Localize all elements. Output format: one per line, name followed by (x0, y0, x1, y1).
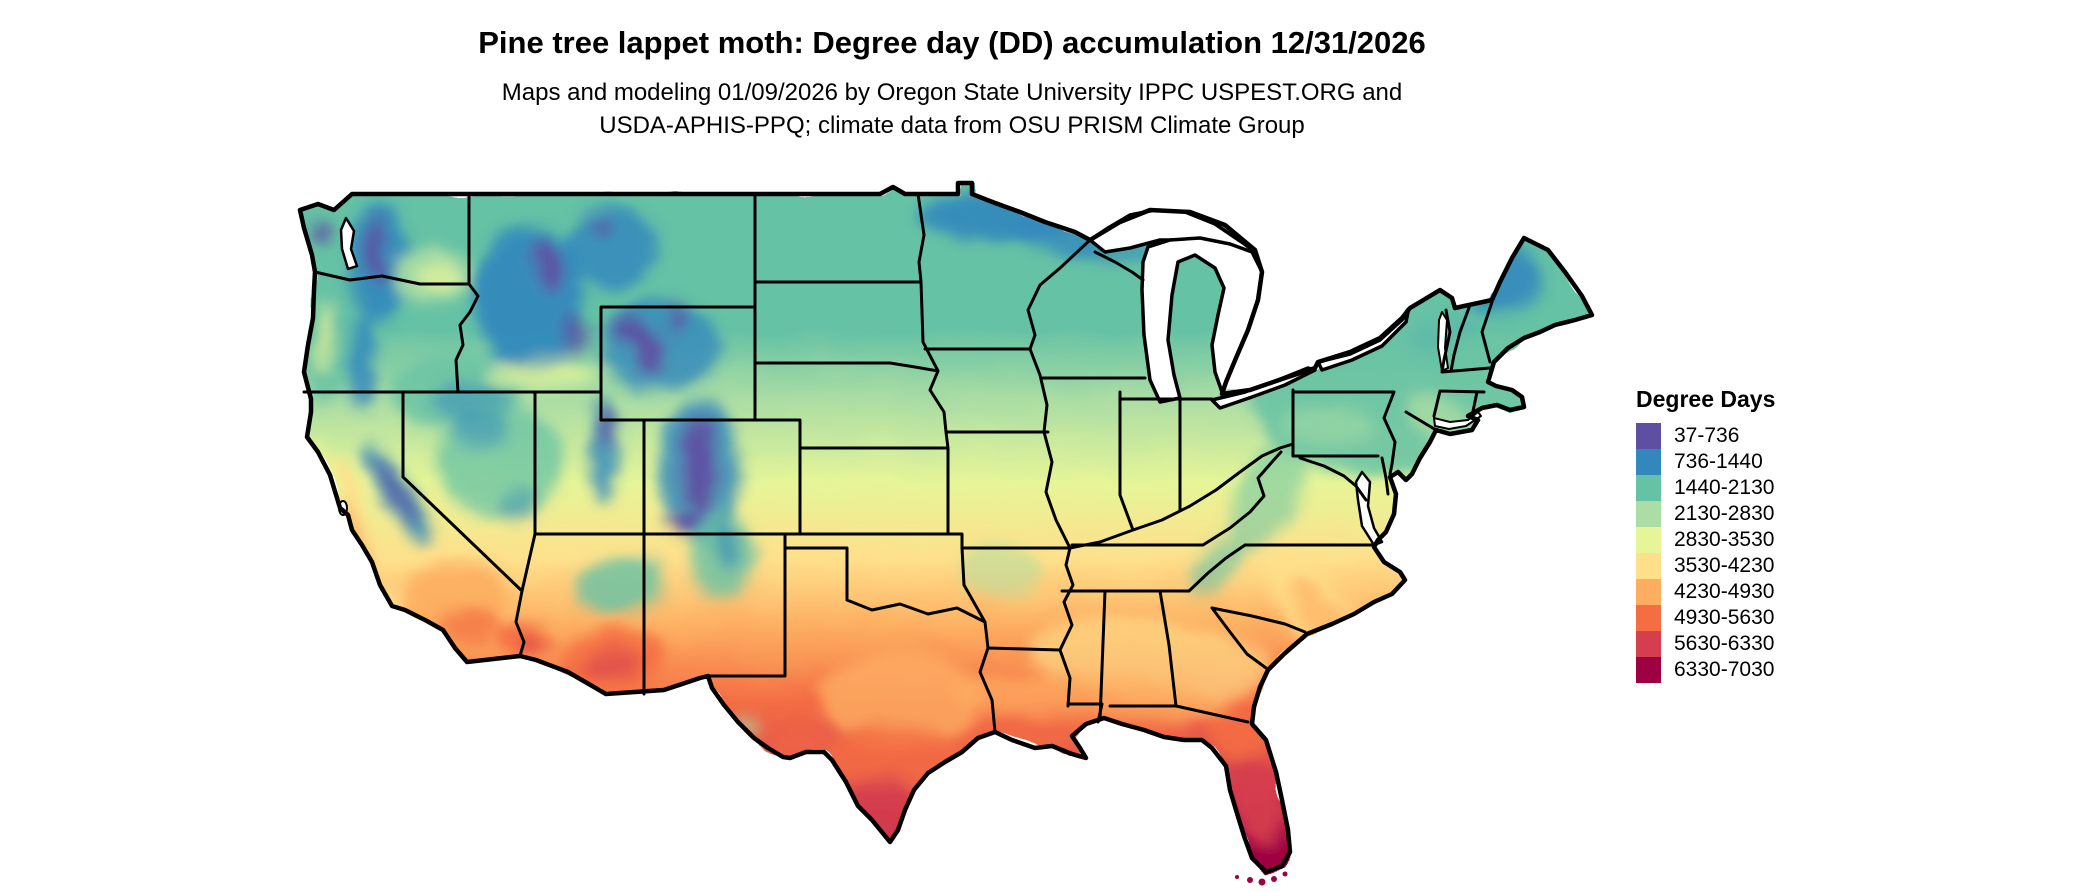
sangre-de-cristo-blob (716, 517, 740, 573)
legend-row: 6330-7030 (1636, 657, 1775, 683)
page-subtitle: Maps and modeling 01/09/2026 by Oregon S… (0, 76, 1904, 142)
north-cascades-blob (366, 215, 386, 285)
san-juan-blob (667, 511, 699, 535)
legend: Degree Days 37-736 736-1440 1440-2130 21… (1636, 386, 1775, 683)
yellowstone-blob (610, 318, 646, 346)
florida-keys (1235, 871, 1288, 886)
legend-row: 4930-5630 (1636, 605, 1775, 631)
legend-swatch (1636, 527, 1661, 553)
legend-swatch (1636, 657, 1661, 683)
west-montana-blob (567, 208, 657, 288)
pennsylvania-valleys-blob (1285, 407, 1375, 443)
central-texas-blob (820, 650, 980, 750)
low-desert-blob (440, 607, 500, 643)
appalachian-blob (1230, 439, 1306, 551)
legend-row: 2130-2830 (1636, 501, 1775, 527)
legend-swatch (1636, 501, 1661, 527)
legend-label: 736-1440 (1674, 450, 1763, 473)
legend-swatch (1636, 553, 1661, 579)
legend-swatch (1636, 423, 1661, 449)
legend-swatch (1636, 605, 1661, 631)
subtitle-line-2: USDA-APHIS-PPQ; climate data from OSU PR… (599, 112, 1305, 139)
yuma-blob (520, 637, 544, 653)
legend-label: 2830-3530 (1674, 528, 1775, 551)
us-outline (297, 180, 1595, 875)
willamette-valley-blob (317, 297, 333, 373)
columbia-core-blob (418, 264, 462, 292)
legend-title: Degree Days (1636, 386, 1776, 412)
degree-day-raster (300, 183, 1592, 872)
legend-label: 5630-6330 (1674, 632, 1775, 655)
long-island-sound-shape (1433, 411, 1482, 430)
colorado-crest-blob (682, 415, 718, 515)
legend-label: 3530-4230 (1674, 554, 1775, 577)
legend-label: 1440-2130 (1674, 476, 1775, 499)
ozarks-blob (960, 545, 1040, 595)
snake-plain-blob (490, 361, 600, 389)
legend-row: 5630-6330 (1636, 631, 1775, 657)
legend-row: 1440-2130 (1636, 475, 1775, 501)
legend-label: 2130-2830 (1674, 502, 1775, 525)
puget-sound-shape (339, 216, 359, 271)
legend-row: 4230-4930 (1636, 579, 1775, 605)
legend-swatch (1636, 449, 1661, 475)
legend-row: 3530-4230 (1636, 553, 1775, 579)
legend-rows: 37-736 736-1440 1440-2130 2130-2830 2830… (1636, 423, 1775, 683)
legend-swatch (1636, 631, 1661, 657)
state-boundaries (302, 192, 1494, 734)
phoenix-blob (580, 649, 640, 681)
legend-label: 6330-7030 (1674, 658, 1775, 681)
legend-row: 37-736 (1636, 423, 1775, 449)
florida-peninsula-blob (1232, 755, 1284, 845)
sierra-crest-blob (373, 456, 419, 528)
legend-label: 4930-5630 (1674, 606, 1775, 629)
legend-label: 37-736 (1674, 424, 1740, 447)
subtitle-line-1: Maps and modeling 01/09/2026 by Oregon S… (501, 79, 1403, 106)
legend-swatch (1636, 579, 1661, 605)
bighorn-blob (668, 304, 684, 332)
page-title: Pine tree lappet moth: Degree day (DD) a… (478, 25, 1426, 60)
legend-swatch (1636, 475, 1661, 501)
title-block: Pine tree lappet moth: Degree day (DD) a… (0, 24, 1904, 142)
water-bodies (338, 208, 1482, 547)
smokies-blob (1190, 534, 1240, 596)
nevada-range2-blob (500, 490, 540, 520)
legend-label: 4230-4930 (1674, 580, 1775, 603)
legend-row: 2830-3530 (1636, 527, 1775, 553)
olympics-blob (308, 222, 332, 242)
oregon-cascades-blob (348, 314, 376, 410)
glacier-blob (590, 220, 610, 236)
nevada-range-blob (452, 410, 508, 450)
legend-row: 736-1440 (1636, 449, 1775, 475)
sawtooth-blob (563, 313, 587, 357)
mogollon-rim-blob (575, 556, 665, 614)
bitterroot-blob (530, 238, 566, 292)
